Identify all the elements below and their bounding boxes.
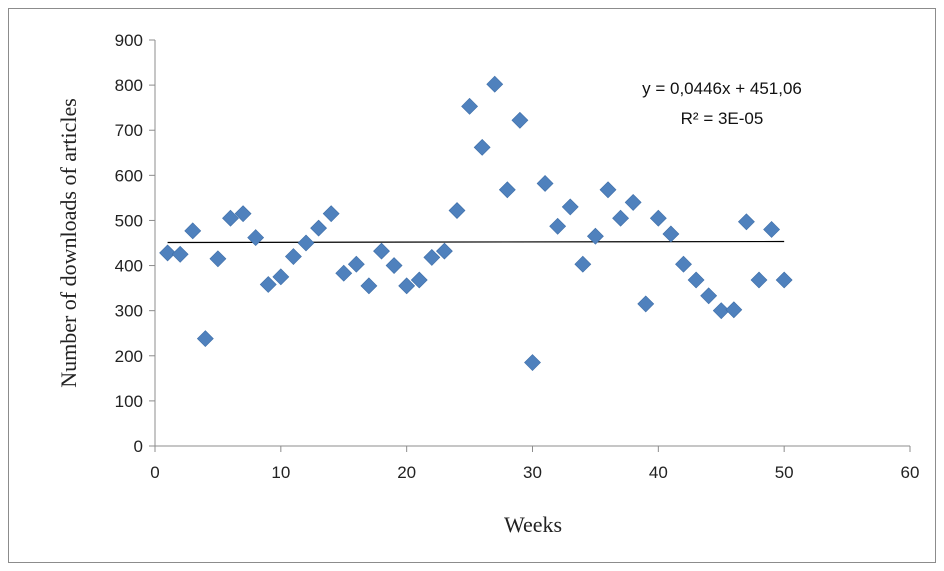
data-point — [184, 222, 202, 240]
y-tick-label: 400 — [115, 257, 143, 276]
y-tick-label: 100 — [115, 392, 143, 411]
data-point — [410, 271, 428, 289]
data-point — [675, 255, 692, 273]
data-point — [612, 209, 630, 227]
trendline-equation: y = 0,0446x + 451,06 — [642, 79, 802, 98]
x-axis-title: Weeks — [504, 512, 562, 537]
chart-labels: Number of downloads of articles Weeks y … — [56, 79, 802, 537]
data-point — [737, 213, 755, 231]
x-tick-label: 0 — [150, 463, 159, 482]
data-point — [687, 271, 705, 289]
data-point — [775, 271, 793, 289]
data-point — [637, 295, 655, 313]
data-point — [700, 287, 718, 305]
data-point — [649, 209, 667, 227]
data-point — [486, 75, 504, 93]
data-point — [763, 221, 781, 238]
data-point — [712, 302, 730, 320]
trendline — [167, 240, 785, 244]
data-point — [360, 277, 378, 295]
data-point — [347, 255, 365, 273]
data-point — [272, 268, 290, 286]
data-point — [662, 225, 680, 243]
data-point — [284, 248, 302, 265]
data-point — [335, 264, 353, 282]
data-point — [234, 205, 252, 223]
x-tick-label: 50 — [775, 463, 794, 482]
data-point — [725, 301, 743, 319]
x-tick-label: 60 — [901, 463, 920, 482]
data-point — [473, 138, 491, 156]
data-point — [750, 271, 768, 289]
x-tick-label: 20 — [397, 463, 416, 482]
data-point — [586, 227, 604, 245]
data-point — [373, 242, 390, 260]
trendline-layer — [167, 240, 785, 244]
data-point — [536, 175, 554, 192]
data-point — [524, 354, 541, 371]
data-point — [196, 330, 214, 348]
data-point — [310, 219, 328, 237]
y-tick-label: 900 — [115, 31, 143, 50]
data-point — [511, 111, 529, 129]
axes: 0 100 200 300 400 500 600 700 800 900 0 10 20 30 40 50 6… — [115, 31, 920, 482]
x-tick-label: 40 — [649, 463, 668, 482]
data-point — [461, 97, 479, 115]
data-point — [448, 202, 466, 219]
y-tick-label: 700 — [115, 121, 143, 140]
data-point — [398, 277, 416, 295]
y-axis-title: Number of downloads of articles — [56, 98, 81, 388]
data-point — [599, 181, 617, 199]
data-point — [561, 198, 579, 216]
data-point — [209, 250, 227, 268]
y-tick-label: 300 — [115, 302, 143, 321]
r-squared-label: R² = 3E-05 — [681, 109, 764, 128]
y-tick-label: 500 — [115, 211, 143, 230]
data-point — [159, 244, 177, 262]
x-tick-label: 10 — [271, 463, 290, 482]
data-point — [247, 229, 265, 247]
data-point — [549, 217, 567, 235]
data-point — [171, 245, 189, 263]
data-point — [259, 276, 277, 293]
x-tick-label: 30 — [523, 463, 542, 482]
data-point — [222, 209, 239, 227]
data-point — [297, 234, 315, 252]
data-point — [624, 193, 642, 211]
data-point — [574, 255, 592, 273]
data-point — [385, 257, 403, 274]
y-tick-label: 0 — [134, 437, 143, 456]
data-points — [159, 75, 793, 371]
data-point — [423, 249, 441, 266]
y-tick-label: 600 — [115, 166, 143, 185]
data-point — [322, 205, 340, 223]
data-point — [435, 242, 453, 260]
data-point — [498, 181, 516, 199]
y-tick-label: 800 — [115, 76, 143, 95]
y-tick-label: 200 — [115, 347, 143, 366]
